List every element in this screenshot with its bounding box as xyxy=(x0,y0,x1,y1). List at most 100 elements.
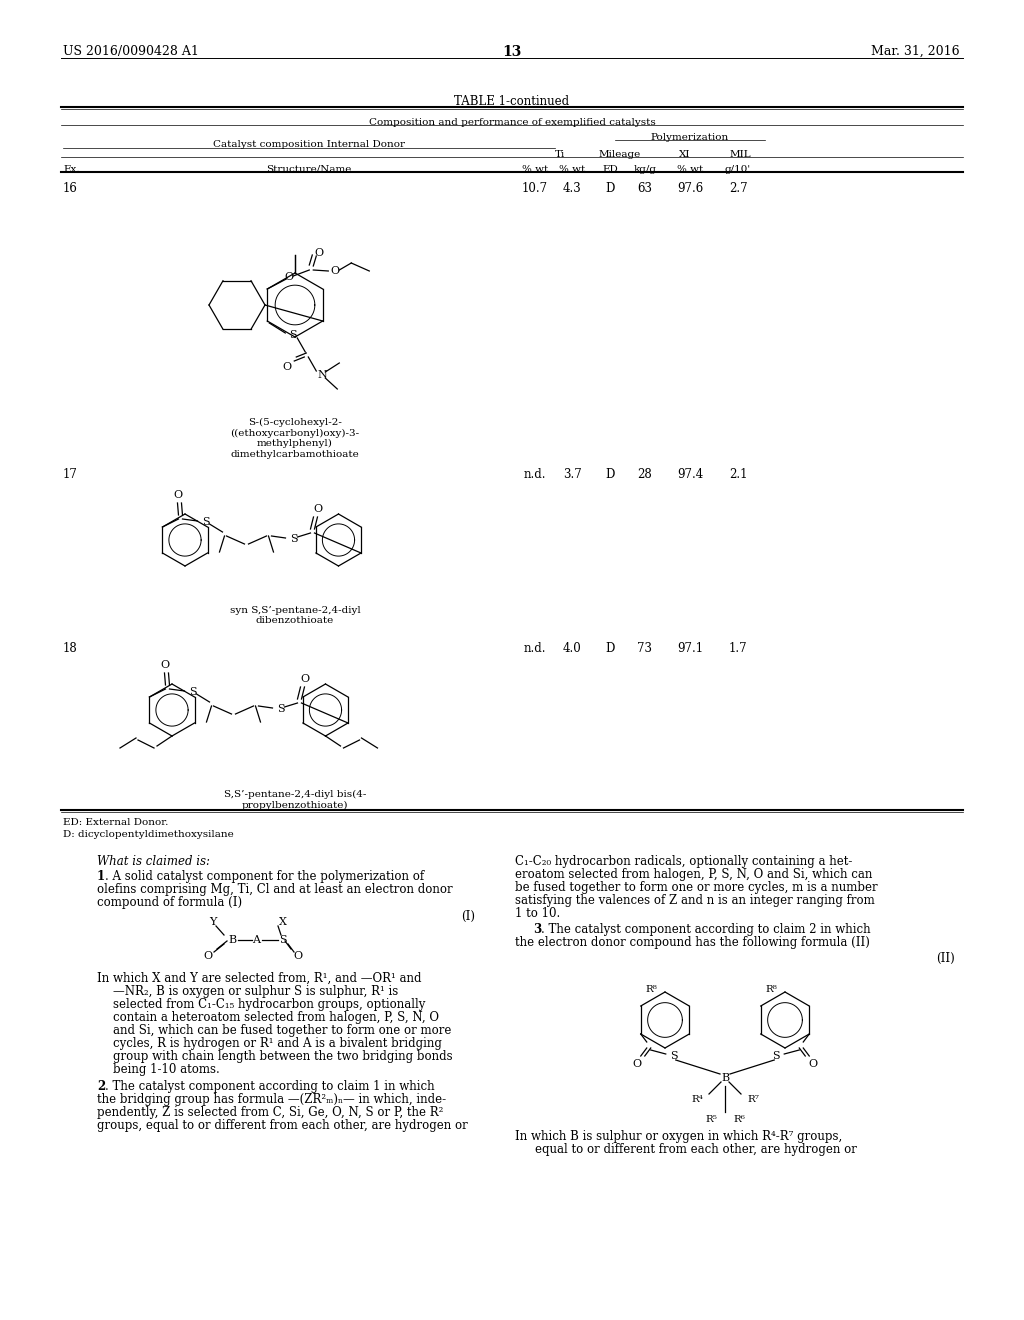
Text: 4.0: 4.0 xyxy=(562,642,582,655)
Text: Mar. 31, 2016: Mar. 31, 2016 xyxy=(871,45,961,58)
Text: What is claimed is:: What is claimed is: xyxy=(97,855,210,869)
Text: n.d.: n.d. xyxy=(523,642,546,655)
Text: % wt: % wt xyxy=(677,165,703,174)
Text: % wt: % wt xyxy=(522,165,548,174)
Text: D: dicyclopentyldimethoxysilane: D: dicyclopentyldimethoxysilane xyxy=(63,830,233,840)
Text: 2.7: 2.7 xyxy=(729,182,748,195)
Text: Ti: Ti xyxy=(555,150,565,158)
Text: g/10': g/10' xyxy=(725,165,751,174)
Text: S: S xyxy=(670,1051,678,1061)
Text: In which X and Y are selected from, R¹, and —OR¹ and: In which X and Y are selected from, R¹, … xyxy=(97,972,422,985)
Text: ED: External Donor.: ED: External Donor. xyxy=(63,818,168,828)
Text: R⁸: R⁸ xyxy=(646,985,657,994)
Text: selected from C₁-C₁₅ hydrocarbon groups, optionally: selected from C₁-C₁₅ hydrocarbon groups,… xyxy=(113,998,425,1011)
Text: n.d.: n.d. xyxy=(523,469,546,480)
Text: 4.3: 4.3 xyxy=(562,182,582,195)
Text: 1: 1 xyxy=(97,870,105,883)
Text: C₁-C₂₀ hydrocarbon radicals, optionally containing a het-: C₁-C₂₀ hydrocarbon radicals, optionally … xyxy=(515,855,852,869)
Text: cycles, R is hydrogen or R¹ and A is a bivalent bridging: cycles, R is hydrogen or R¹ and A is a b… xyxy=(113,1038,442,1049)
Text: olefins comprising Mg, Ti, Cl and at least an electron donor: olefins comprising Mg, Ti, Cl and at lea… xyxy=(97,883,453,896)
Text: O: O xyxy=(285,272,294,282)
Text: Y: Y xyxy=(209,917,217,927)
Text: 13: 13 xyxy=(503,45,521,59)
Text: Ex.: Ex. xyxy=(63,165,80,174)
Text: B: B xyxy=(228,935,237,945)
Text: 97.4: 97.4 xyxy=(677,469,703,480)
Text: S: S xyxy=(290,535,297,544)
Text: 2.1: 2.1 xyxy=(729,469,748,480)
Text: O: O xyxy=(283,362,292,372)
Text: contain a heteroatom selected from halogen, P, S, N, O: contain a heteroatom selected from halog… xyxy=(113,1011,439,1024)
Text: . The catalyst component according to claim 1 in which: . The catalyst component according to cl… xyxy=(105,1080,434,1093)
Text: In which B is sulphur or oxygen in which R⁴-R⁷ groups,: In which B is sulphur or oxygen in which… xyxy=(515,1130,843,1143)
Text: R⁸: R⁸ xyxy=(766,985,777,994)
Text: O: O xyxy=(204,950,213,961)
Text: eroatom selected from halogen, P, S, N, O and Si, which can: eroatom selected from halogen, P, S, N, … xyxy=(515,869,872,880)
Text: S: S xyxy=(188,686,197,697)
Text: S: S xyxy=(276,704,285,714)
Text: 18: 18 xyxy=(63,642,78,655)
Text: N: N xyxy=(317,370,327,380)
Text: 16: 16 xyxy=(63,182,78,195)
Text: (II): (II) xyxy=(936,952,955,965)
Text: US 2016/0090428 A1: US 2016/0090428 A1 xyxy=(63,45,199,58)
Text: the electron donor compound has the following formula (II): the electron donor compound has the foll… xyxy=(515,936,869,949)
Text: D: D xyxy=(605,182,614,195)
Text: S: S xyxy=(280,935,287,945)
Text: TABLE 1-continued: TABLE 1-continued xyxy=(455,95,569,108)
Text: and Si, which can be fused together to form one or more: and Si, which can be fused together to f… xyxy=(113,1024,452,1038)
Text: Composition and performance of exemplified catalysts: Composition and performance of exemplifi… xyxy=(369,117,655,127)
Text: 28: 28 xyxy=(638,469,652,480)
Text: D: D xyxy=(605,469,614,480)
Text: R⁷: R⁷ xyxy=(748,1096,759,1105)
Text: R⁴: R⁴ xyxy=(691,1096,702,1105)
Text: syn S,S’-pentane-2,4-diyl
dibenzothioate: syn S,S’-pentane-2,4-diyl dibenzothioate xyxy=(229,606,360,626)
Text: O: O xyxy=(313,504,322,513)
Text: Structure/Name: Structure/Name xyxy=(266,165,351,174)
Text: S: S xyxy=(772,1051,780,1061)
Text: groups, equal to or different from each other, are hydrogen or: groups, equal to or different from each … xyxy=(97,1119,468,1133)
Text: the bridging group has formula —(ZR²ₘ)ₙ— in which, inde-: the bridging group has formula —(ZR²ₘ)ₙ—… xyxy=(97,1093,446,1106)
Text: 97.6: 97.6 xyxy=(677,182,703,195)
Text: 63: 63 xyxy=(638,182,652,195)
Text: S-(5-cyclohexyl-2-
((ethoxycarbonyl)oxy)-3-
methylphenyl)
dimethylcarbamothioate: S-(5-cyclohexyl-2- ((ethoxycarbonyl)oxy)… xyxy=(230,418,359,458)
Text: 1 to 10.: 1 to 10. xyxy=(515,907,560,920)
Text: O: O xyxy=(331,267,340,276)
Text: 97.1: 97.1 xyxy=(677,642,703,655)
Text: O: O xyxy=(173,490,182,500)
Text: 73: 73 xyxy=(638,642,652,655)
Text: 2: 2 xyxy=(97,1080,105,1093)
Text: D: D xyxy=(605,642,614,655)
Text: MIL: MIL xyxy=(729,150,751,158)
Text: be fused together to form one or more cycles, m is a number: be fused together to form one or more cy… xyxy=(515,880,878,894)
Text: . A solid catalyst component for the polymerization of: . A solid catalyst component for the pol… xyxy=(105,870,424,883)
Text: 3: 3 xyxy=(534,923,542,936)
Text: B: B xyxy=(721,1073,729,1082)
Text: O: O xyxy=(632,1059,641,1069)
Text: O: O xyxy=(160,660,169,671)
Text: S,S’-pentane-2,4-diyl bis(4-
propylbenzothioate): S,S’-pentane-2,4-diyl bis(4- propylbenzo… xyxy=(224,789,367,809)
Text: X: X xyxy=(280,917,287,927)
Text: pendently, Z is selected from C, Si, Ge, O, N, S or P, the R²: pendently, Z is selected from C, Si, Ge,… xyxy=(97,1106,443,1119)
Text: 1.7: 1.7 xyxy=(729,642,748,655)
Text: Polymerization: Polymerization xyxy=(651,133,729,143)
Text: group with chain length between the two bridging bonds: group with chain length between the two … xyxy=(113,1049,453,1063)
Text: 17: 17 xyxy=(63,469,78,480)
Text: satisfying the valences of Z and n is an integer ranging from: satisfying the valences of Z and n is an… xyxy=(515,894,874,907)
Text: (I): (I) xyxy=(461,909,475,923)
Text: % wt: % wt xyxy=(559,165,585,174)
Text: R⁵: R⁵ xyxy=(706,1115,717,1125)
Text: compound of formula (I): compound of formula (I) xyxy=(97,896,242,909)
Text: kg/g: kg/g xyxy=(634,165,656,174)
Text: O: O xyxy=(809,1059,818,1069)
Text: 10.7: 10.7 xyxy=(522,182,548,195)
Text: Catalyst composition Internal Donor: Catalyst composition Internal Donor xyxy=(213,140,406,149)
Text: O: O xyxy=(294,950,302,961)
Text: . The catalyst component according to claim 2 in which: . The catalyst component according to cl… xyxy=(541,923,870,936)
Text: ED: ED xyxy=(602,165,617,174)
Text: S: S xyxy=(290,330,297,341)
Text: Mileage: Mileage xyxy=(599,150,641,158)
Text: O: O xyxy=(300,675,309,684)
Text: S: S xyxy=(202,517,209,527)
Text: A: A xyxy=(252,935,260,945)
